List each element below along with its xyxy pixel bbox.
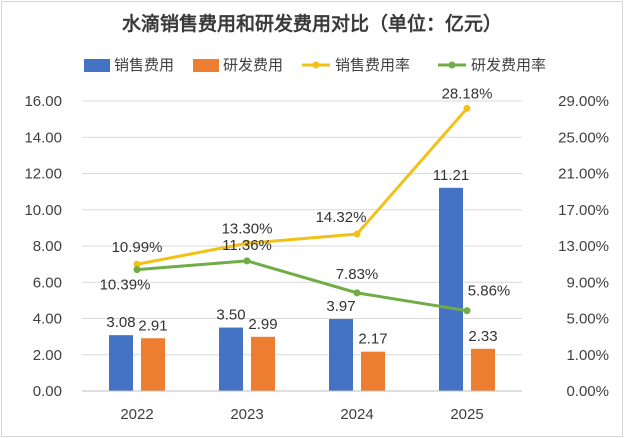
legend-item: 研发费用: [223, 57, 283, 74]
chart-title: 水滴销售费用和研发费用对比（单位：亿元）: [122, 12, 502, 35]
right-tick-label: 1.00%: [566, 347, 609, 364]
bar: [109, 335, 133, 391]
lines: [133, 104, 471, 315]
line-value-label: 13.30%: [222, 220, 273, 237]
left-tick-label: 10.00: [24, 202, 62, 219]
x-tick-label: 2022: [120, 406, 153, 423]
left-tick-label: 14.00: [24, 129, 62, 146]
left-tick-label: 4.00: [33, 311, 62, 328]
legend-swatch: [193, 59, 219, 72]
line-value-label: 28.18%: [442, 85, 493, 102]
right-tick-label: 29.00%: [558, 93, 609, 110]
bar: [439, 187, 463, 391]
right-tick-label: 5.00%: [566, 311, 609, 328]
right-tick-label: 9.00%: [566, 274, 609, 291]
line-point: [243, 239, 251, 247]
line-point: [133, 260, 141, 268]
line-point: [243, 257, 251, 265]
x-tick-label: 2023: [230, 406, 263, 423]
right-tick-label: 25.00%: [558, 129, 609, 146]
left-tick-label: 2.00: [33, 347, 62, 364]
left-tick-label: 8.00: [33, 238, 62, 255]
line-point: [463, 104, 471, 112]
bar: [329, 319, 353, 391]
legend-swatch: [84, 59, 110, 72]
bar: [471, 348, 495, 391]
line-value-label: 5.86%: [468, 283, 511, 300]
bars: [109, 187, 495, 391]
right-tick-label: 13.00%: [558, 238, 609, 255]
right-tick-label: 21.00%: [558, 166, 609, 183]
bar: [361, 351, 385, 391]
legend: 销售费用 研发费用 销售费用率 研发费用率: [84, 57, 546, 74]
line-point: [353, 230, 361, 238]
data-labels: 3.08 3.50 3.97 11.21 2.91 2.99 2.17 2.33 10.99% 1…: [100, 85, 511, 347]
series-line: [136, 107, 469, 266]
line-value-label: 11.36%: [222, 237, 272, 254]
bar: [251, 336, 275, 391]
line-value-label: 10.39%: [100, 277, 151, 294]
bar-value-label: 3.08: [106, 314, 135, 331]
line-point: [463, 307, 471, 315]
right-axis: 0.00% 1.00% 5.00% 9.00% 13.00% 17.00% 21.00% 25…: [558, 93, 609, 400]
right-tick-label: 0.00%: [566, 383, 609, 400]
bar-value-label: 2.33: [468, 328, 497, 345]
series-line: [136, 259, 468, 313]
bar-value-label: 2.17: [358, 331, 387, 348]
bar: [141, 338, 165, 391]
line-value-label: 10.99%: [112, 239, 163, 256]
line-value-label: 14.32%: [316, 209, 367, 226]
legend-swatch-marker: [312, 61, 320, 69]
line-point: [353, 289, 361, 297]
x-tick-label: 2024: [340, 406, 373, 423]
right-tick-label: 17.00%: [558, 202, 609, 219]
legend-swatch-marker: [448, 61, 456, 69]
left-tick-label: 12.00: [24, 166, 62, 183]
x-tick-label: 2025: [450, 406, 483, 423]
legend-item: 销售费用: [114, 57, 174, 74]
x-axis: 2022 2023 2024 2025: [82, 390, 522, 423]
left-axis: 0.00 2.00 4.00 6.00 8.00 10.00 12.00 14.00 16.00: [24, 93, 62, 400]
legend-item: 研发费用率: [471, 57, 546, 74]
bar-value-label: 11.21: [433, 167, 469, 184]
line-point: [133, 266, 141, 274]
line-value-label: 7.83%: [336, 266, 379, 283]
bar: [219, 327, 243, 391]
left-tick-label: 6.00: [33, 274, 62, 291]
legend-item: 销售费用率: [335, 57, 410, 74]
bar-value-label: 2.99: [248, 316, 277, 333]
left-tick-label: 0.00: [33, 383, 62, 400]
left-tick-label: 16.00: [24, 93, 62, 110]
bar-value-label: 3.50: [216, 307, 245, 324]
bar-value-label: 2.91: [138, 317, 167, 334]
bar-value-label: 3.97: [326, 298, 355, 315]
